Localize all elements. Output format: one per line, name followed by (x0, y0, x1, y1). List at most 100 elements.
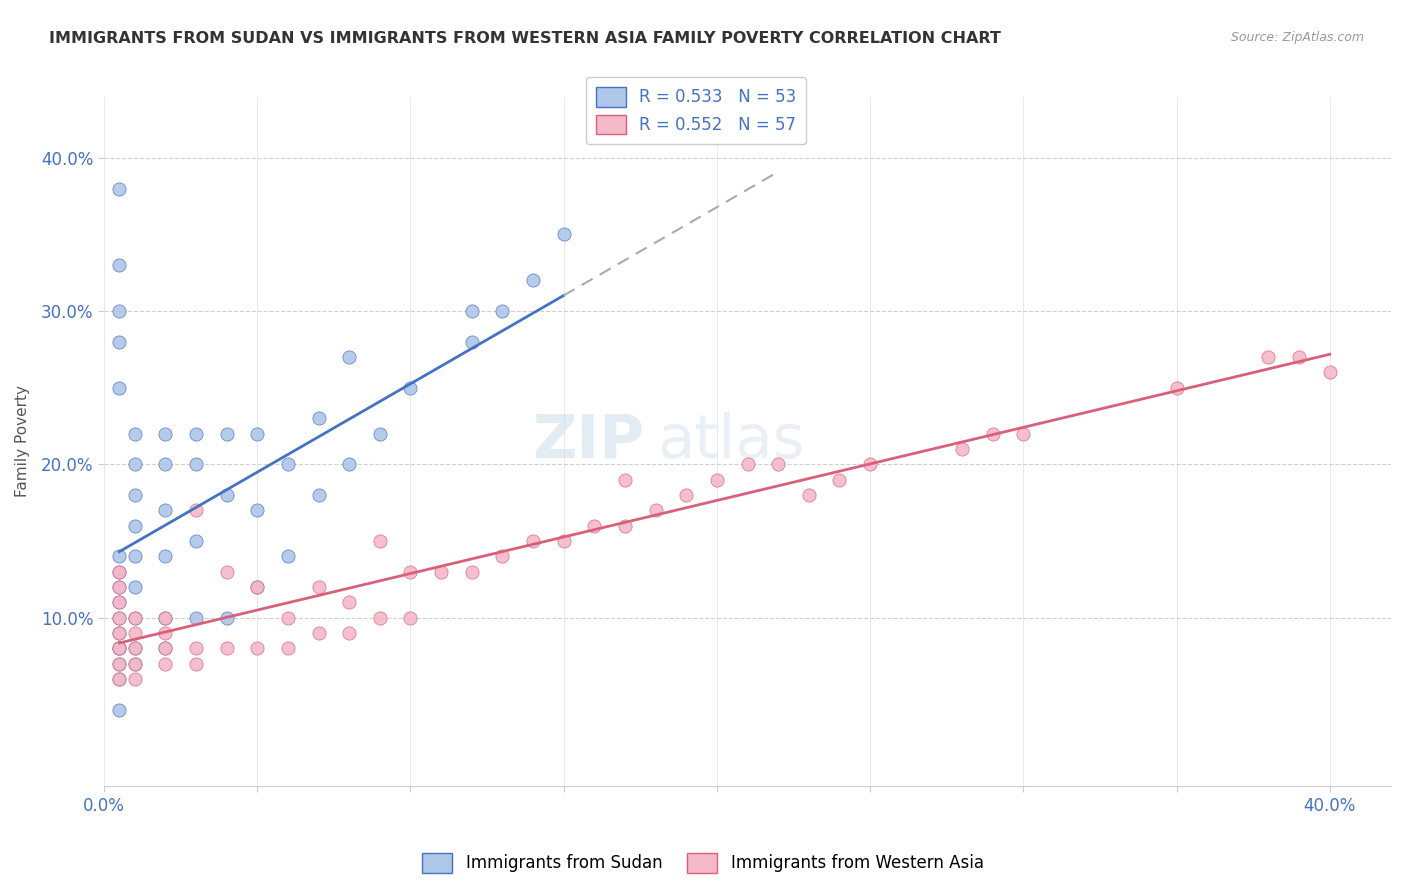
Point (184, 641, 207, 656)
Point (124, 610, 146, 624)
Point (461, 304, 484, 318)
Point (155, 503, 177, 517)
Point (108, 657, 131, 671)
Point (108, 580, 131, 594)
Point (368, 533, 391, 548)
Point (950, 442, 973, 456)
Point (246, 580, 269, 594)
Point (308, 626, 330, 640)
Point (108, 595, 131, 609)
Point (124, 549, 146, 564)
Point (246, 580, 269, 594)
Point (108, 580, 131, 594)
Point (337, 595, 360, 609)
Point (215, 641, 238, 656)
Point (461, 565, 484, 579)
Point (184, 533, 207, 548)
Point (277, 641, 299, 656)
Point (277, 610, 299, 624)
Point (184, 426, 207, 441)
Point (124, 657, 146, 671)
Point (124, 626, 146, 640)
Point (108, 672, 131, 686)
Point (215, 565, 238, 579)
Point (124, 580, 146, 594)
Point (246, 641, 269, 656)
Point (1166, 381, 1188, 395)
Point (108, 657, 131, 671)
Point (155, 610, 177, 624)
Point (277, 458, 299, 472)
Point (399, 610, 422, 624)
Point (155, 549, 177, 564)
Legend: Immigrants from Sudan, Immigrants from Western Asia: Immigrants from Sudan, Immigrants from W… (416, 847, 990, 880)
Point (1012, 426, 1035, 441)
Point (613, 518, 636, 533)
Point (108, 381, 131, 395)
Point (308, 411, 330, 425)
Point (155, 641, 177, 656)
Point (155, 626, 177, 640)
Point (124, 641, 146, 656)
Point (1319, 365, 1341, 379)
Point (124, 672, 146, 686)
Point (491, 304, 513, 318)
Point (277, 549, 299, 564)
Point (124, 657, 146, 671)
Point (613, 473, 636, 487)
Point (583, 518, 606, 533)
Point (215, 426, 238, 441)
Point (644, 503, 666, 517)
Point (124, 458, 146, 472)
Point (828, 473, 851, 487)
Point (430, 565, 453, 579)
Point (108, 565, 131, 579)
Point (215, 610, 238, 624)
Point (108, 641, 131, 656)
Point (108, 258, 131, 272)
Point (108, 181, 131, 195)
Point (522, 273, 544, 287)
Point (124, 488, 146, 502)
Point (108, 626, 131, 640)
Point (553, 533, 575, 548)
Point (1288, 350, 1310, 364)
Point (108, 610, 131, 624)
Point (108, 641, 131, 656)
Point (155, 657, 177, 671)
Point (368, 610, 391, 624)
Point (1257, 350, 1279, 364)
Y-axis label: Family Poverty: Family Poverty (15, 385, 30, 498)
Point (859, 458, 882, 472)
Point (368, 426, 391, 441)
Point (155, 458, 177, 472)
Point (766, 458, 789, 472)
Point (399, 381, 422, 395)
Point (124, 641, 146, 656)
Point (124, 518, 146, 533)
Point (522, 533, 544, 548)
Point (184, 610, 207, 624)
Text: Source: ZipAtlas.com: Source: ZipAtlas.com (1230, 31, 1364, 45)
Point (246, 426, 269, 441)
Point (108, 565, 131, 579)
Point (491, 549, 513, 564)
Point (108, 702, 131, 716)
Point (108, 549, 131, 564)
Point (155, 610, 177, 624)
Point (797, 488, 820, 502)
Point (308, 580, 330, 594)
Point (246, 503, 269, 517)
Point (108, 595, 131, 609)
Text: IMMIGRANTS FROM SUDAN VS IMMIGRANTS FROM WESTERN ASIA FAMILY POVERTY CORRELATION: IMMIGRANTS FROM SUDAN VS IMMIGRANTS FROM… (49, 31, 1001, 46)
Text: ZIP: ZIP (533, 412, 644, 471)
Point (184, 458, 207, 472)
Point (108, 304, 131, 318)
Point (461, 334, 484, 349)
Point (108, 641, 131, 656)
Point (155, 641, 177, 656)
Point (337, 458, 360, 472)
Text: atlas: atlas (658, 412, 804, 471)
Point (184, 503, 207, 517)
Point (124, 426, 146, 441)
